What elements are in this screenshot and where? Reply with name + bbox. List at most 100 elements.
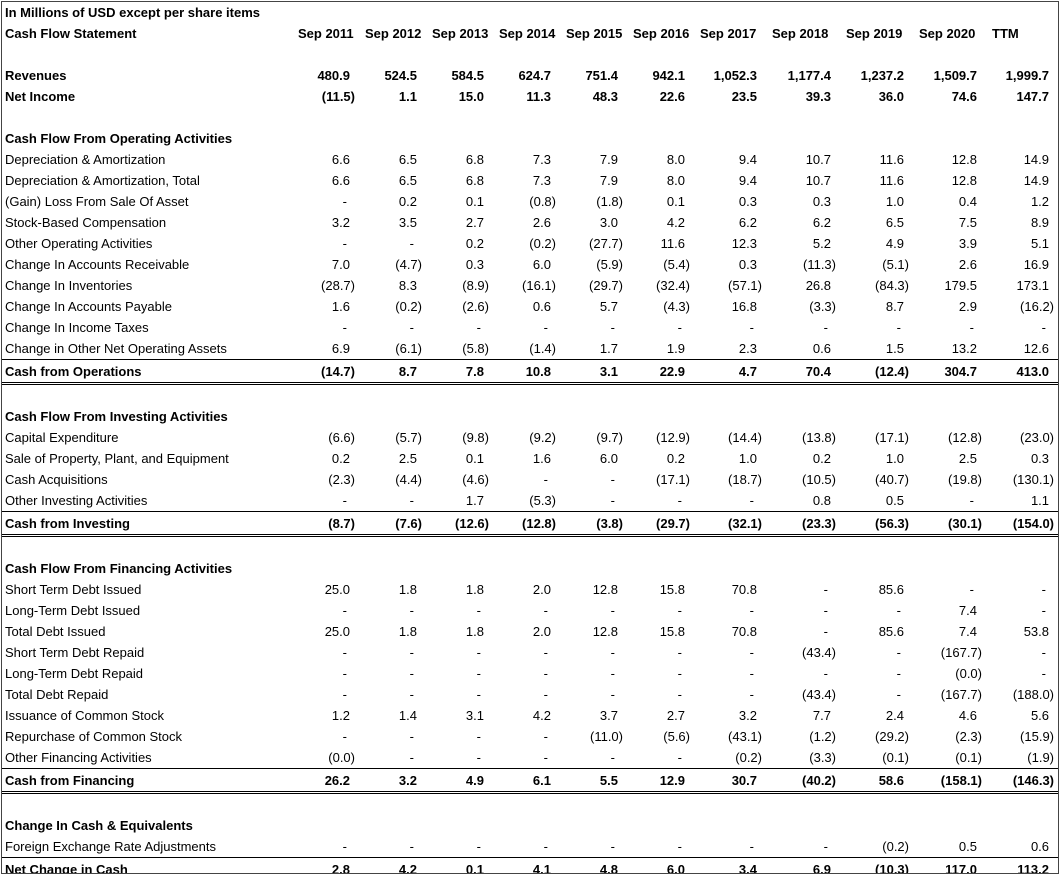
row-label: Short Term Debt Repaid	[5, 645, 145, 660]
value-cell: 4.7	[694, 359, 766, 385]
empty-cell	[2, 44, 292, 65]
row-label: Total Debt Repaid	[5, 687, 109, 702]
value-cell: (1.8)	[596, 194, 623, 209]
value-cell: 3.9	[958, 236, 977, 251]
value-cell: 7.8	[426, 359, 493, 385]
value-cell: 3.2	[738, 708, 757, 723]
value-cell: 0.3	[738, 194, 757, 209]
line-item-row: Repurchase of Common Stock - - - - (11.0) (5.6…	[2, 726, 1058, 747]
column-header: Sep 2012	[365, 26, 422, 41]
value-cell: -	[677, 603, 682, 618]
value-cell: -	[677, 666, 682, 681]
section-title-row: Cash Flow From Financing Activities	[2, 558, 1058, 579]
empty-cell	[359, 384, 426, 407]
value-cell: 11.3	[526, 89, 551, 104]
empty-cell	[766, 793, 840, 816]
line-item-row: Change in Other Net Operating Assets 6.9 (…	[2, 338, 1058, 360]
value-cell: 1.0	[885, 451, 904, 466]
value-cell: 5.6	[1030, 708, 1050, 723]
value-cell: (28.7)	[321, 278, 355, 293]
value-cell: 4.2	[532, 708, 551, 723]
value-cell: (0.0)	[955, 666, 982, 681]
value-cell: 2.7	[666, 708, 685, 723]
section-title: Cash Flow From Financing Activities	[5, 561, 233, 576]
empty-cell	[560, 384, 627, 407]
value-cell: (43.4)	[802, 687, 836, 702]
value-cell: (29.7)	[589, 278, 623, 293]
empty-cell	[560, 536, 627, 559]
section-title: Cash Flow From Investing Activities	[5, 409, 228, 424]
value-cell: 12.9	[627, 768, 694, 794]
empty-cell	[2, 536, 292, 559]
value-cell: -	[543, 729, 548, 744]
value-cell: 2.6	[958, 257, 977, 272]
value-cell: 0.2	[812, 451, 831, 466]
value-cell: 12.8	[951, 173, 977, 188]
value-cell: 1.1	[398, 89, 417, 104]
row-label: Issuance of Common Stock	[5, 708, 164, 723]
row-label: Cash Acquisitions	[5, 472, 108, 487]
value-cell: 0.2	[666, 451, 685, 466]
value-cell: 7.4	[958, 603, 977, 618]
empty-cell	[2, 107, 292, 128]
value-cell: 1.5	[885, 341, 904, 356]
value-cell: -	[543, 750, 548, 765]
value-cell: 6.0	[599, 451, 618, 466]
value-cell: -	[476, 750, 481, 765]
value-cell: 1,999.7	[1005, 68, 1050, 83]
value-cell: -	[409, 603, 414, 618]
value-cell: -	[409, 750, 414, 765]
empty-cell	[840, 384, 913, 407]
value-cell: -	[823, 839, 828, 854]
value-cell: 0.5	[885, 493, 904, 508]
value-cell: -	[610, 472, 615, 487]
value-cell: 1.8	[398, 624, 417, 639]
value-cell: (1.9)	[1027, 750, 1055, 765]
value-cell: (167.7)	[940, 687, 982, 702]
line-item-row: Long-Term Debt Issued - - - - - - - - - 7.4 -	[2, 600, 1058, 621]
value-cell: 7.4	[958, 624, 977, 639]
value-cell: 2.9	[958, 299, 977, 314]
value-cell: -	[409, 687, 414, 702]
value-cell: 1.1	[1030, 493, 1050, 508]
value-cell: (5.7)	[395, 430, 422, 445]
value-cell: 7.9	[599, 152, 618, 167]
value-cell: 480.9	[317, 68, 350, 83]
row-label: Revenues	[5, 68, 67, 83]
value-cell: 8.7	[885, 299, 904, 314]
value-cell: 0.5	[958, 839, 977, 854]
value-cell: (0.2)	[735, 750, 762, 765]
value-cell: -	[342, 687, 347, 702]
value-cell: 6.8	[465, 173, 484, 188]
column-header: Sep 2015	[566, 26, 623, 41]
value-cell: 8.9	[1030, 215, 1050, 230]
value-cell: -	[476, 645, 481, 660]
value-cell: 1.6	[331, 299, 350, 314]
value-cell: (23.0)	[1020, 430, 1055, 445]
row-label: Repurchase of Common Stock	[5, 729, 183, 744]
value-cell: 16.8	[731, 299, 757, 314]
value-cell: 6.2	[738, 215, 757, 230]
empty-cell	[359, 107, 426, 128]
value-cell: -	[409, 236, 414, 251]
value-cell: (9.2)	[529, 430, 556, 445]
value-cell: (12.9)	[656, 430, 690, 445]
value-cell: (3.8)	[560, 511, 627, 537]
value-cell: 1.9	[666, 341, 685, 356]
line-item-row: Total Debt Repaid - - - - - - - (43.4) - (167.7) (1…	[2, 684, 1058, 705]
value-cell: 6.8	[465, 152, 484, 167]
value-cell: -	[610, 839, 615, 854]
value-cell: 53.8	[1023, 624, 1050, 639]
empty-cell	[840, 107, 913, 128]
value-cell: 2.5	[958, 451, 977, 466]
empty-cell	[986, 793, 1058, 816]
value-cell: 7.9	[599, 173, 618, 188]
empty-cell	[292, 536, 359, 559]
value-cell: -	[1041, 603, 1047, 618]
value-cell: -	[749, 687, 754, 702]
value-cell: 16.9	[1023, 257, 1050, 272]
value-cell: (4.7)	[395, 257, 422, 272]
value-cell: (12.8)	[493, 511, 560, 537]
value-cell: 2.0	[532, 582, 551, 597]
blank-row	[2, 107, 1058, 128]
